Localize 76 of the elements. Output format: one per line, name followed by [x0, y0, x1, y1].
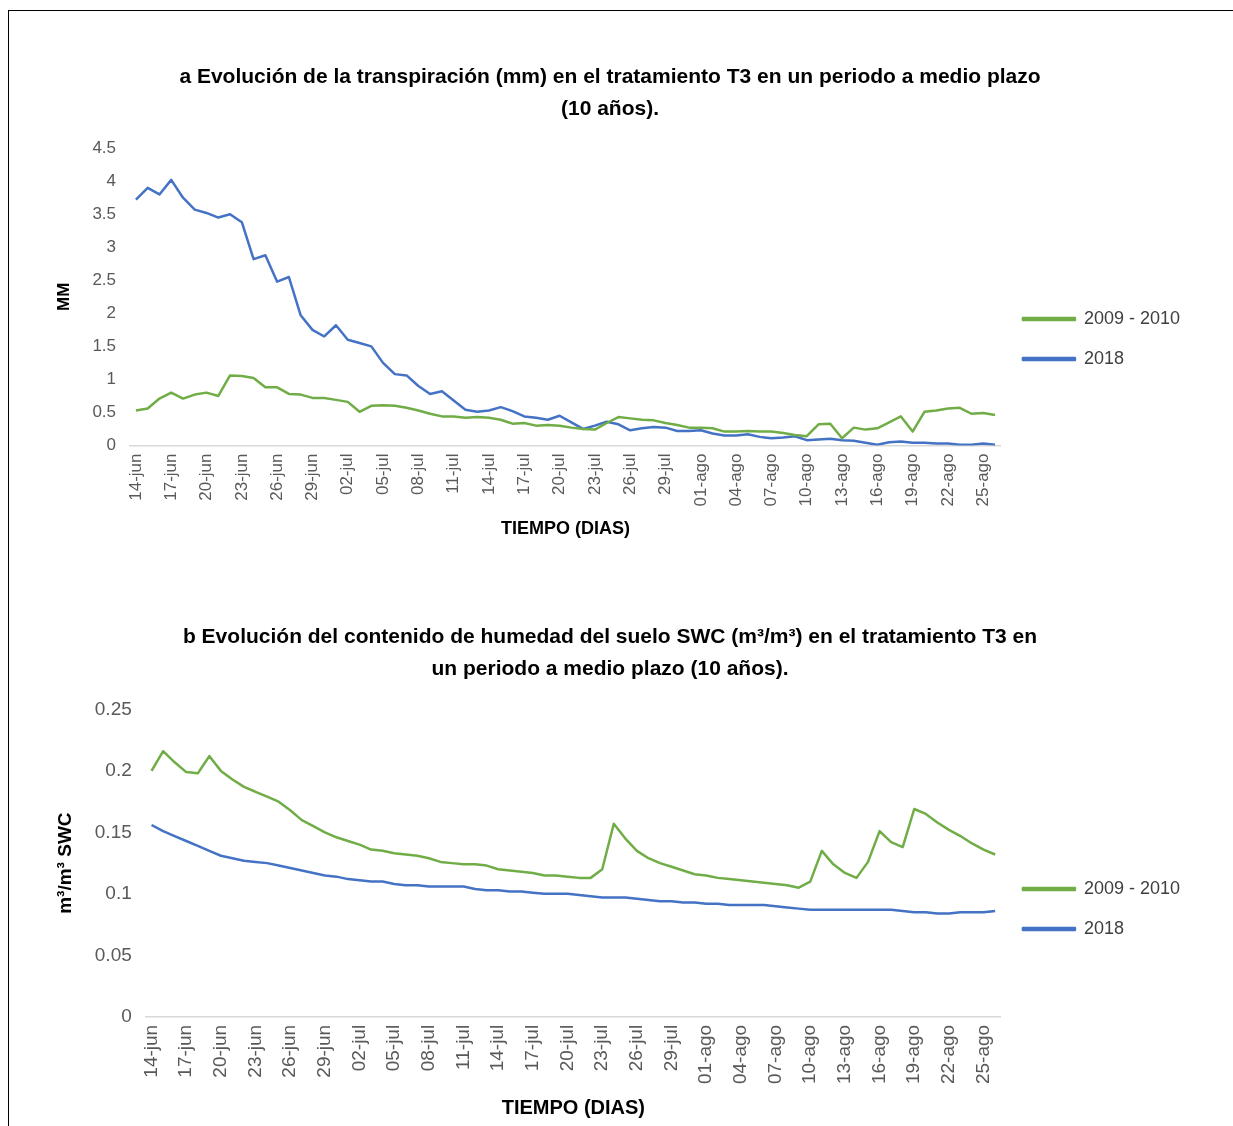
- x-tick-label: 14-jun: [125, 453, 145, 501]
- x-tick-label: 17-jun: [174, 1024, 196, 1078]
- x-tick-label: 16-ago: [867, 1024, 889, 1085]
- y-tick-label: 0.25: [94, 697, 132, 719]
- y-tick-label: 4: [106, 170, 117, 190]
- x-tick-label: 19-ago: [902, 453, 922, 507]
- x-tick-label: 29-jun: [302, 453, 322, 501]
- chart-title: a Evolución de la transpiración (mm) en el tratamiento T3 en un periodo a medio plazo (10 años).: [178, 63, 1042, 121]
- x-tick-label: 11-jul: [451, 1024, 473, 1070]
- x-tick-label: 29-jul: [655, 453, 675, 496]
- y-tick-label: 1: [106, 369, 117, 389]
- x-tick-label: 23-jun: [231, 453, 251, 501]
- x-tick-label: 17-jun: [160, 453, 180, 501]
- x-tick-label: 13-ago: [833, 1024, 855, 1085]
- x-tick-label: 23-jun: [243, 1024, 265, 1078]
- x-tick-label: 20-jul: [555, 1024, 577, 1072]
- x-tick-label: 23-jul: [584, 453, 604, 496]
- x-tick-label: 29-jul: [659, 1024, 681, 1072]
- x-tick-label: 05-jul: [382, 1024, 404, 1072]
- y-tick-label: 0: [121, 1005, 132, 1027]
- x-tick-label: 29-jun: [313, 1024, 335, 1078]
- legend-label: 2009 - 2010: [1083, 877, 1181, 898]
- x-tick-label: 08-jul: [417, 1024, 439, 1072]
- legend-label: 2009 - 2010: [1083, 307, 1181, 328]
- x-tick-label: 26-jun: [278, 1024, 300, 1078]
- x-axis-title: TIEMPO (DIAS): [500, 518, 630, 539]
- x-tick-label: 13-ago: [831, 453, 851, 507]
- y-tick-label: 1.5: [92, 336, 117, 356]
- x-tick-label: 20-jul: [549, 453, 569, 496]
- y-tick-label: 0: [106, 435, 117, 455]
- x-tick-label: 04-ago: [725, 453, 745, 507]
- x-tick-label: 17-jul: [513, 453, 533, 496]
- x-tick-label: 02-jul: [347, 1024, 369, 1072]
- x-tick-label: 05-jul: [372, 453, 392, 496]
- y-tick-label: 3: [106, 236, 117, 256]
- y-tick-label: 2.5: [92, 270, 117, 290]
- y-tick-label: 0.1: [105, 882, 132, 904]
- y-tick-label: 2: [106, 303, 117, 323]
- x-tick-label: 07-ago: [763, 1024, 785, 1085]
- x-tick-label: 02-jul: [337, 453, 357, 496]
- y-axis-title: m³/m³ SWC: [53, 812, 75, 914]
- x-tick-label: 14-jul: [478, 453, 498, 496]
- x-tick-label: 01-ago: [690, 453, 710, 507]
- y-tick-label: 4.5: [92, 137, 117, 157]
- x-tick-label: 19-ago: [902, 1024, 924, 1085]
- y-tick-label: 0.05: [94, 943, 132, 965]
- x-tick-label: 23-jul: [590, 1024, 612, 1072]
- x-axis-title: TIEMPO (DIAS): [501, 1095, 646, 1118]
- y-tick-label: 0.15: [94, 820, 132, 842]
- x-tick-label: 26-jul: [625, 1024, 647, 1072]
- y-tick-label: 0.2: [105, 759, 132, 781]
- x-tick-label: 22-ago: [937, 1024, 959, 1085]
- x-tick-label: 10-ago: [796, 453, 816, 507]
- x-tick-label: 14-jun: [139, 1024, 161, 1078]
- x-tick-label: 08-jul: [408, 453, 428, 496]
- x-tick-label: 16-ago: [867, 453, 887, 507]
- x-tick-label: 14-jul: [486, 1024, 508, 1072]
- x-tick-label: 26-jun: [266, 453, 286, 501]
- y-tick-label: 0.5: [92, 402, 117, 422]
- x-tick-label: 26-jul: [619, 453, 639, 496]
- x-tick-label: 01-ago: [694, 1024, 716, 1085]
- x-tick-label: 04-ago: [729, 1024, 751, 1085]
- x-tick-label: 17-jul: [521, 1024, 543, 1072]
- legend-label: 2018: [1083, 917, 1124, 938]
- x-tick-label: 25-ago: [972, 453, 992, 507]
- x-tick-label: 20-jun: [209, 1024, 231, 1078]
- legend-label: 2018: [1083, 347, 1124, 368]
- x-tick-label: 10-ago: [798, 1024, 820, 1085]
- x-tick-label: 11-jul: [443, 453, 463, 494]
- y-axis-title: MM: [53, 282, 73, 311]
- x-tick-label: 20-jun: [196, 453, 216, 501]
- x-tick-label: 07-ago: [761, 453, 781, 507]
- x-tick-label: 22-ago: [937, 453, 957, 507]
- x-tick-label: 25-ago: [971, 1024, 993, 1085]
- y-tick-label: 3.5: [92, 203, 117, 223]
- chart-title: b Evolución del contenido de humedad del suelo SWC (m³/m³) en el tratamiento T3 en un periodo a medio plazo (10 años).: [181, 623, 1039, 681]
